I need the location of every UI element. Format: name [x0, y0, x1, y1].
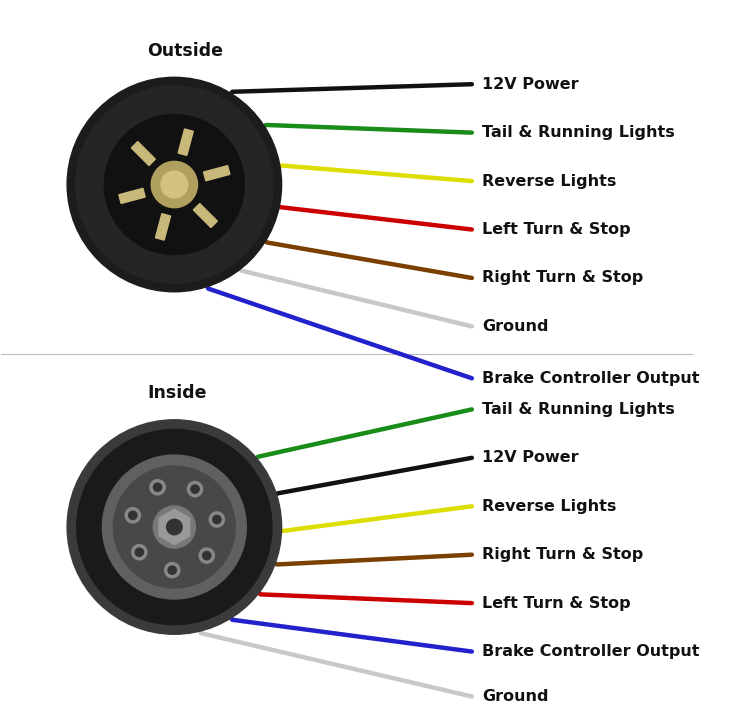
- Circle shape: [150, 480, 165, 495]
- Text: Right Turn & Stop: Right Turn & Stop: [482, 270, 644, 285]
- Bar: [132, 141, 155, 166]
- Text: Ground: Ground: [482, 689, 549, 704]
- Text: Left Turn & Stop: Left Turn & Stop: [482, 596, 631, 611]
- Circle shape: [104, 115, 244, 255]
- Bar: [204, 166, 230, 181]
- Text: Brake Controller Output: Brake Controller Output: [482, 371, 700, 386]
- Bar: [178, 129, 193, 156]
- Circle shape: [161, 171, 187, 198]
- Text: Left Turn & Stop: Left Turn & Stop: [482, 222, 631, 237]
- Text: Tail & Running Lights: Tail & Running Lights: [482, 125, 675, 140]
- Circle shape: [125, 508, 140, 523]
- Text: Tail & Running Lights: Tail & Running Lights: [482, 402, 675, 417]
- Circle shape: [102, 455, 246, 599]
- Polygon shape: [159, 509, 190, 545]
- Circle shape: [113, 466, 235, 588]
- Circle shape: [67, 419, 282, 635]
- Text: 12V Power: 12V Power: [482, 450, 579, 465]
- Bar: [155, 214, 171, 240]
- Text: Ground: Ground: [482, 319, 549, 334]
- Text: Brake Controller Output: Brake Controller Output: [482, 644, 700, 659]
- Circle shape: [167, 519, 182, 535]
- Circle shape: [209, 512, 224, 527]
- Text: Reverse Lights: Reverse Lights: [482, 499, 617, 514]
- Text: Inside: Inside: [148, 384, 207, 402]
- Circle shape: [165, 563, 180, 578]
- Circle shape: [187, 482, 203, 497]
- Text: Outside: Outside: [148, 42, 223, 60]
- Circle shape: [151, 161, 198, 208]
- Bar: [193, 204, 218, 227]
- Bar: [119, 189, 146, 204]
- Circle shape: [76, 429, 272, 625]
- Circle shape: [203, 551, 211, 560]
- Circle shape: [135, 548, 143, 556]
- Circle shape: [199, 548, 215, 563]
- Circle shape: [168, 566, 176, 574]
- Text: 12V Power: 12V Power: [482, 77, 579, 92]
- Circle shape: [154, 506, 196, 548]
- Circle shape: [129, 511, 137, 520]
- Circle shape: [132, 545, 147, 560]
- Circle shape: [76, 86, 273, 283]
- Circle shape: [191, 485, 199, 493]
- Text: Right Turn & Stop: Right Turn & Stop: [482, 547, 644, 562]
- Circle shape: [212, 516, 221, 523]
- Circle shape: [154, 483, 162, 491]
- Text: Reverse Lights: Reverse Lights: [482, 174, 617, 189]
- Circle shape: [67, 77, 282, 292]
